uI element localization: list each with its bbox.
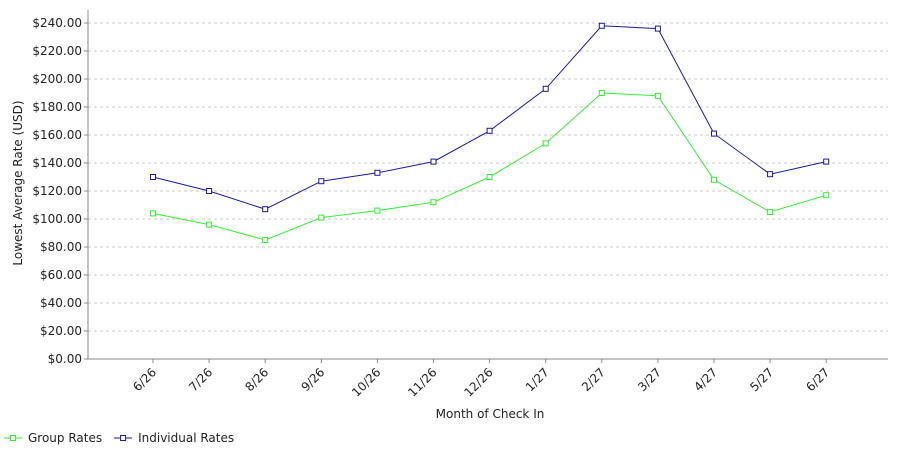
legend-item-group-rates: Group Rates	[4, 431, 102, 445]
data-point-individual-rates	[318, 178, 325, 185]
x-tick-label: 12/26	[461, 365, 495, 399]
data-point-group-rates	[486, 174, 493, 180]
x-tick-label: 4/27	[691, 365, 720, 394]
x-tick-label: 2/27	[579, 365, 608, 394]
series-line-individual-rates	[152, 25, 827, 210]
data-point-group-rates	[823, 192, 830, 199]
x-tick-label: 3/27	[635, 365, 664, 394]
y-axis-title: Lowest Average Rate (USD)	[11, 100, 25, 265]
data-point-group-rates	[711, 176, 717, 183]
data-point-individual-rates	[542, 85, 549, 92]
data-point-group-rates	[598, 90, 605, 96]
series-layer	[150, 22, 830, 243]
data-point-individual-rates	[150, 174, 156, 180]
data-point-group-rates	[262, 237, 269, 243]
axis-layer	[87, 10, 888, 360]
data-point-group-rates	[654, 92, 661, 99]
series-individual-rates	[150, 22, 830, 213]
data-point-individual-rates	[206, 188, 213, 194]
x-tick-label: 9/26	[298, 365, 327, 394]
legend-label-group-rates: Group Rates	[28, 431, 102, 445]
data-point-group-rates	[206, 221, 213, 228]
data-point-individual-rates	[598, 22, 605, 29]
legend-item-individual-rates: Individual Rates	[114, 431, 234, 445]
x-tick-label: 1/27	[523, 365, 552, 394]
x-tick-label: 8/26	[242, 365, 271, 394]
y-tick-label: $120.00	[32, 184, 82, 198]
data-point-group-rates	[318, 214, 325, 221]
series-group-rates	[150, 90, 830, 243]
x-tick-label: 11/26	[405, 365, 439, 399]
y-tick-label: $220.00	[32, 44, 82, 58]
y-tick-label: $40.00	[40, 296, 82, 310]
x-tick-label: 5/27	[747, 365, 776, 394]
data-point-individual-rates	[767, 171, 774, 178]
grid-layer	[84, 22, 888, 360]
data-point-group-rates	[150, 210, 156, 217]
legend-marker-group-rates	[10, 435, 16, 441]
data-point-individual-rates	[486, 127, 493, 134]
y-tick-label: $100.00	[32, 212, 82, 226]
x-tick-label: 7/26	[186, 365, 215, 394]
y-tick-label: $240.00	[32, 16, 82, 30]
series-line-group-rates	[152, 92, 827, 241]
y-tick-label: $180.00	[32, 100, 82, 114]
y-tick-label: $80.00	[40, 240, 82, 254]
y-tick-label: $200.00	[32, 72, 82, 86]
data-point-individual-rates	[430, 158, 437, 165]
x-axis-title: Month of Check In	[436, 407, 545, 421]
data-point-group-rates	[374, 207, 381, 214]
y-tick-labels: $0.00 $20.00 $40.00 $60.00 $80.00 $100.00 $120…	[32, 16, 82, 366]
data-point-group-rates	[430, 199, 437, 206]
y-tick-label: $140.00	[32, 156, 82, 170]
x-tick-label: 10/26	[349, 365, 383, 399]
data-point-individual-rates	[711, 130, 717, 137]
data-point-individual-rates	[374, 169, 381, 176]
legend-label-individual-rates: Individual Rates	[138, 431, 234, 445]
x-tick-labels: 6/26 7/26 8/26 9/26 10/26 11/26 12/26 1/27 2/27 3…	[130, 359, 832, 400]
y-tick-label: $20.00	[40, 324, 82, 338]
x-tick-label: 6/26	[130, 365, 159, 394]
legend-marker-individual-rates	[120, 435, 127, 441]
data-point-group-rates	[767, 209, 774, 215]
legend: Group Rates Individual Rates	[4, 431, 234, 445]
data-point-individual-rates	[262, 206, 269, 213]
x-tick-label: 6/27	[803, 365, 832, 394]
data-point-individual-rates	[654, 25, 661, 32]
data-point-group-rates	[542, 140, 549, 147]
y-tick-label: $0.00	[48, 352, 82, 366]
y-tick-label: $160.00	[32, 128, 82, 142]
y-tick-label: $60.00	[40, 268, 82, 282]
data-point-individual-rates	[823, 158, 830, 165]
